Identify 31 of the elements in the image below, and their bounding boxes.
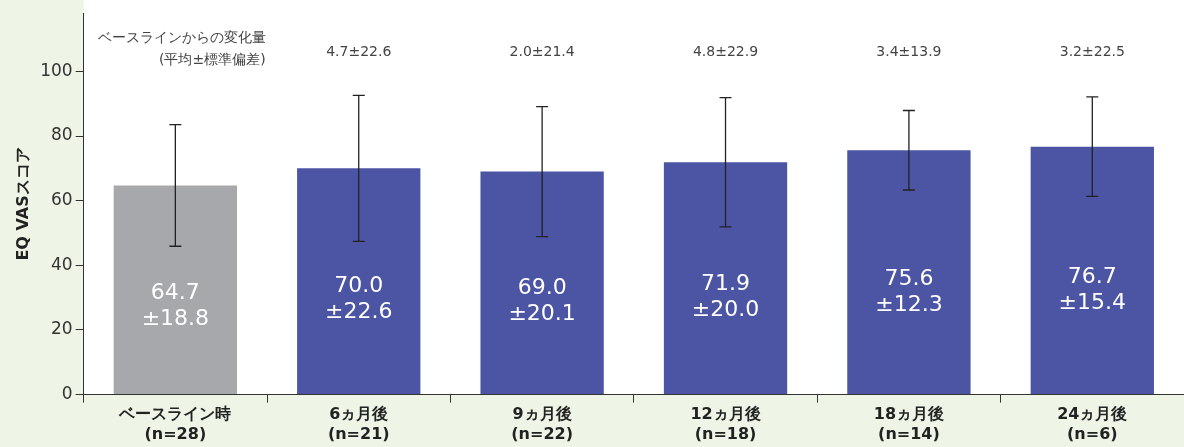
data-label: 71.9 ±20.0 [691,269,760,321]
y-tick-label: 100 [40,59,73,80]
bar [297,168,421,395]
y-tick-label: 60 [51,189,73,210]
annotation: 2.0±21.4 [509,42,575,59]
bar [663,162,788,395]
x-tick-label: 9ヵ月後 (n=22) [511,404,573,443]
bar [1030,146,1154,395]
annotation: 4.8±22.9 [692,42,759,59]
y-tick-label: 40 [51,253,73,274]
data-label: 69.0 ±20.1 [508,273,576,325]
annotation: ベースラインからの変化量 (平均±標準偏差) [97,28,266,67]
x-tick-label: ベースライン時 (n=28) [118,404,232,443]
data-label: 64.7 ±18.8 [141,279,210,331]
x-tick-label: 6ヵ月後 (n=21) [327,404,390,443]
bar [847,150,971,395]
annotation: 3.4±13.9 [876,42,942,59]
data-label: 76.7 ±15.4 [1058,263,1127,315]
y-tick-label: 0 [61,383,73,404]
data-label: 75.6 ±12.3 [875,264,943,316]
annotation: 3.2±22.5 [1059,42,1125,59]
annotation: 4.7±22.6 [326,42,392,59]
bar [480,171,604,395]
x-tick-label: 24ヵ月後 (n=6) [1057,404,1128,443]
x-tick-label: 18ヵ月後 (n=14) [873,404,945,443]
y-tick-label: 80 [51,124,73,145]
bar [113,185,237,395]
y-tick-label: 20 [51,318,73,339]
data-label: 70.0 ±22.6 [325,272,393,324]
y-axis-title: EQ VASスコア [12,147,32,261]
x-tick-label: 12ヵ月後 (n=18) [690,404,761,443]
